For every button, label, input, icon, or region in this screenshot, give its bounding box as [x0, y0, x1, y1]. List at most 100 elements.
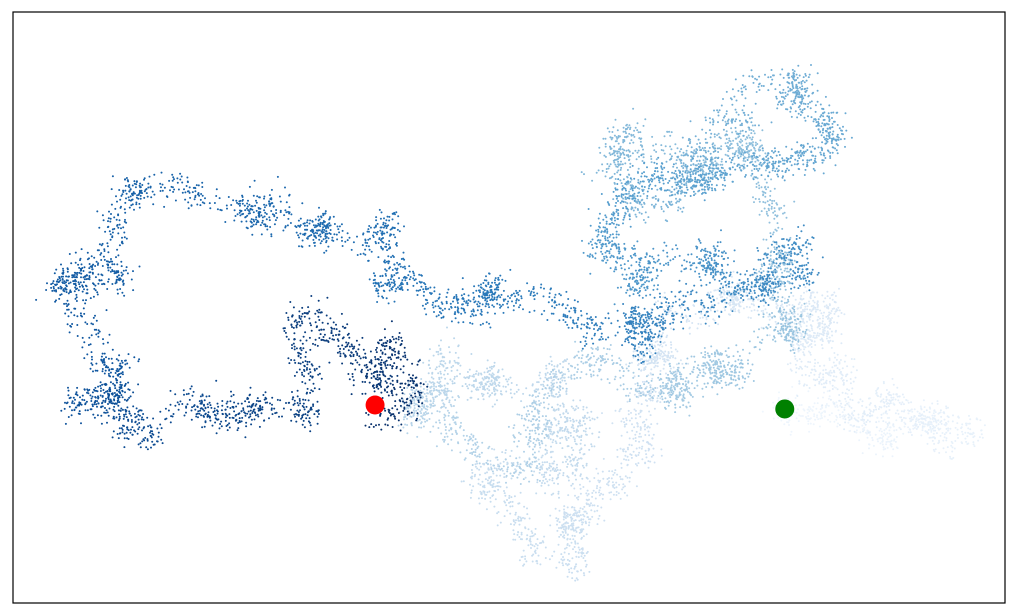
walk-point	[783, 269, 786, 272]
walk-point	[632, 350, 635, 353]
walk-point	[717, 163, 719, 166]
walk-point	[659, 397, 662, 400]
walk-point	[747, 375, 750, 378]
walk-point	[719, 293, 722, 296]
walk-point	[448, 411, 451, 414]
walk-point	[625, 363, 628, 366]
walk-point	[718, 377, 721, 380]
walk-point	[578, 449, 581, 452]
walk-point	[627, 448, 629, 451]
walk-point	[915, 424, 917, 427]
walk-point	[570, 567, 573, 570]
walk-point	[712, 359, 715, 362]
walk-point	[725, 130, 728, 133]
walk-point	[562, 412, 565, 415]
walk-point	[528, 439, 530, 442]
walk-point	[795, 367, 798, 369]
walk-point	[534, 443, 537, 446]
walk-point	[561, 524, 564, 527]
walk-point	[487, 463, 489, 465]
walk-point	[557, 518, 560, 520]
walk-point	[711, 371, 714, 374]
walk-point	[534, 402, 537, 405]
walk-point	[550, 421, 553, 424]
walk-point	[569, 376, 572, 379]
walk-point	[577, 556, 580, 559]
walk-point	[762, 194, 765, 197]
walk-point	[416, 414, 419, 417]
walk-point	[772, 401, 775, 404]
walk-point	[663, 354, 666, 357]
walk-point	[516, 476, 519, 479]
walk-point	[669, 145, 672, 148]
walk-point	[828, 414, 831, 416]
walk-point	[573, 440, 576, 443]
walk-point	[423, 403, 426, 406]
walk-point	[482, 398, 485, 401]
walk-point	[626, 175, 629, 178]
walk-point	[529, 440, 532, 443]
walk-point	[643, 352, 646, 355]
walk-point	[785, 304, 788, 307]
walk-point	[709, 371, 712, 374]
walk-point	[583, 173, 585, 176]
walk-point	[676, 395, 678, 398]
walk-point	[721, 374, 724, 377]
walk-point	[945, 437, 948, 440]
walk-point	[900, 403, 903, 406]
walk-point	[846, 365, 849, 368]
walk-point	[601, 169, 604, 172]
walk-point	[598, 489, 601, 492]
walk-point	[716, 363, 719, 365]
walk-point	[575, 443, 578, 446]
walk-point	[495, 474, 498, 477]
walk-point	[650, 388, 652, 391]
walk-point	[663, 363, 666, 366]
walk-point	[815, 407, 818, 410]
walk-point	[943, 423, 946, 426]
walk-point	[806, 305, 809, 308]
walk-point	[649, 460, 652, 463]
walk-point	[561, 447, 564, 450]
walk-point	[623, 425, 626, 428]
walk-point	[773, 207, 776, 210]
walk-point	[642, 363, 645, 366]
walk-point	[809, 351, 812, 354]
walk-point	[523, 460, 526, 463]
walk-point	[861, 452, 864, 455]
walk-point	[800, 337, 803, 340]
walk-point	[419, 410, 422, 413]
walk-point	[742, 154, 745, 156]
walk-point	[474, 473, 477, 476]
walk-point	[454, 423, 457, 426]
walk-point	[515, 384, 518, 386]
walk-point	[505, 474, 508, 477]
walk-point	[742, 348, 744, 351]
walk-point	[759, 149, 762, 152]
walk-point	[539, 377, 542, 380]
walk-point	[878, 437, 881, 440]
walk-point	[532, 534, 535, 537]
walk-point	[611, 422, 614, 425]
walk-point	[568, 571, 571, 574]
walk-point	[646, 363, 649, 366]
walk-point	[732, 355, 735, 358]
walk-point	[439, 370, 442, 373]
walk-point	[685, 149, 688, 152]
walk-point	[618, 410, 621, 413]
walk-point	[406, 406, 409, 409]
walk-point	[954, 426, 957, 429]
walk-point	[768, 221, 771, 224]
walk-point	[719, 371, 722, 374]
walk-point	[645, 360, 648, 363]
walk-point	[646, 426, 649, 429]
walk-point	[888, 440, 891, 443]
walk-point	[532, 405, 535, 408]
walk-point	[662, 308, 665, 311]
walk-point	[659, 343, 662, 346]
walk-point	[477, 482, 480, 485]
walk-point	[566, 538, 569, 541]
walk-point	[787, 332, 790, 335]
walk-point	[649, 399, 652, 402]
walk-point	[630, 139, 633, 142]
